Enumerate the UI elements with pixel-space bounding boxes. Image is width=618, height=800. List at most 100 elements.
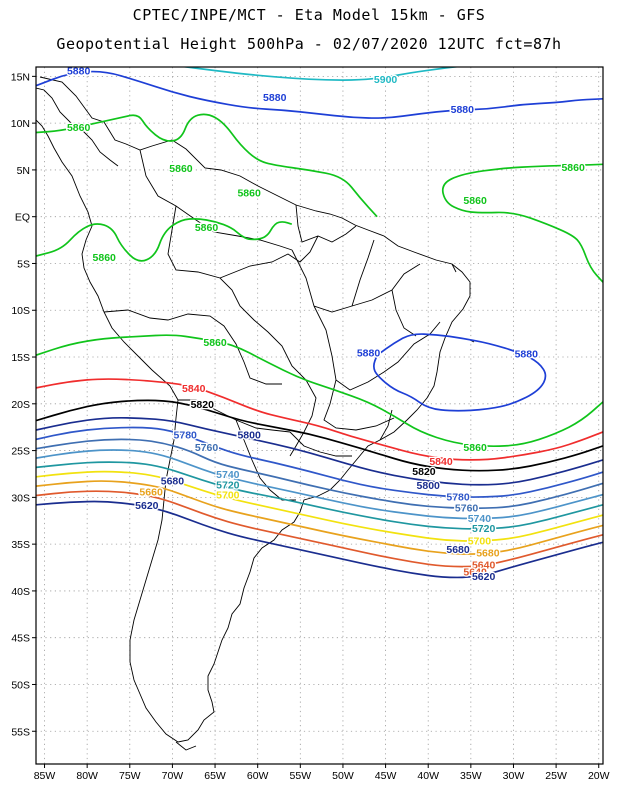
contour-label-5740: 5740 [216,469,240,481]
contour-line-5820 [36,399,603,472]
lat-tick-label: 35S [11,539,30,551]
contour-line-5760 [36,438,603,510]
contour-label-5900: 5900 [374,74,398,86]
contour-line-5860 [36,334,603,448]
lon-tick-label: 45W [375,770,397,782]
lon-tick-label: 25W [545,770,567,782]
lat-tick-label: 25S [11,446,30,458]
contour-line-5780 [36,426,603,498]
contour-label-5860: 5860 [463,442,487,454]
lon-tick-label: 85W [34,770,56,782]
lon-tick-label: 35W [460,770,482,782]
contour-label-5880: 5880 [263,92,287,104]
lon-tick-label: 80W [76,770,98,782]
lat-tick-label: EQ [15,212,30,224]
country-borders [103,149,357,501]
lat-tick-label: 10S [11,305,30,317]
contour-label-5760: 5760 [195,442,219,454]
contour-label-5860: 5860 [237,187,261,199]
contour-label-5860: 5860 [195,222,219,234]
contour-line-5860 [441,163,603,283]
contour-label-5880: 5880 [515,348,539,360]
contour-label-5740: 5740 [468,513,492,525]
contour-label-5680: 5680 [476,548,500,560]
contour-label-5840: 5840 [429,456,453,468]
lat-tick-label: 20S [11,399,30,411]
lat-tick-label: 15S [11,352,30,364]
plot-frame [35,66,604,765]
contour-label-5840: 5840 [182,383,206,395]
lat-tick-label: 45S [11,633,30,645]
contour-line-5860 [36,113,378,218]
contour-label-5640: 5640 [463,566,487,578]
contour-label-5800: 5800 [237,430,261,442]
lat-tick-label: 10N [11,118,30,130]
contour-line-5680 [36,480,603,555]
contour-line-5720 [36,461,603,530]
contour-label-5880: 5880 [67,66,91,78]
contour-label-5640: 5640 [472,560,496,572]
contour-label-5820: 5820 [191,399,215,411]
chart-title-line2: Geopotential Height 500hPa - 02/07/2020 … [56,35,562,53]
contour-label-5700: 5700 [216,490,240,502]
lon-tick-label: 70W [162,770,184,782]
axis-labels: 15N 10N 5N EQ 5S 10S 15S 20S 25S 30S 35S 40S 45S 50S 5… [11,71,610,782]
lon-tick-label: 55W [290,770,312,782]
lat-tick-label: 55S [11,726,30,738]
height-contours [36,67,603,579]
lat-tick-label: 30S [11,492,30,504]
lon-tick-label: 30W [503,770,525,782]
lat-tick-label: 15N [11,71,30,83]
lat-tick-label: 40S [11,586,30,598]
contour-label-5760: 5760 [455,503,479,515]
contour-label-5860: 5860 [169,163,193,175]
contour-label-5680: 5680 [161,476,185,488]
contour-line-5740 [36,449,603,520]
lon-tick-label: 20W [588,770,610,782]
contour-label-5620: 5620 [135,500,159,512]
south-america-coastline [36,76,471,743]
lon-tick-label: 60W [247,770,269,782]
contour-line-5800 [36,416,603,486]
contour-label-5860: 5860 [463,195,487,207]
contour-line-5880 [36,70,603,119]
brazil-state-borders [289,239,441,457]
contour-label-5680: 5680 [446,544,470,556]
contour-label-5820: 5820 [412,466,436,478]
contour-label-5860: 5860 [561,162,585,174]
coastline-and-borders [36,76,475,751]
contour-label-5720: 5720 [216,479,240,491]
contour-line-5620 [36,500,603,579]
lat-lon-grid [32,67,603,768]
lat-tick-label: 5N [17,165,30,177]
contour-labels: 5900 5880 5880 5880 5860 5860 5860 5860 5860 5860… [66,66,587,584]
contour-label-5800: 5800 [417,480,441,492]
contour-line-5880 [373,333,547,412]
lon-tick-label: 65W [204,770,226,782]
contour-label-5880: 5880 [451,104,475,116]
contour-label-5620: 5620 [472,571,496,583]
contour-line-5640 [36,490,603,568]
contour-label-5860: 5860 [93,252,117,264]
lat-tick-label: 5S [17,258,30,270]
contour-line-5840 [36,378,603,461]
contour-line-5900 [180,67,462,81]
central-america-coastline [36,87,119,167]
contour-label-5780: 5780 [446,491,470,503]
contour-label-5680: 5680 [139,487,163,499]
contour-line-5860 [36,218,293,262]
contour-label-5720: 5720 [472,523,496,535]
chart-title-line1: CPTEC/INPE/MCT - Eta Model 15km - GFS [132,6,486,24]
contour-label-5860: 5860 [67,122,91,134]
contour-label-5660: 5660 [139,487,163,499]
lat-tick-label: 50S [11,679,30,691]
contour-label-5860: 5860 [203,337,227,349]
contour-label-5880: 5880 [357,347,381,359]
contour-label-5780: 5780 [174,430,198,442]
lon-tick-label: 40W [417,770,439,782]
contour-line-5700 [36,470,603,542]
contour-label-5700: 5700 [468,535,492,547]
lon-tick-label: 50W [332,770,354,782]
lon-tick-label: 75W [119,770,141,782]
